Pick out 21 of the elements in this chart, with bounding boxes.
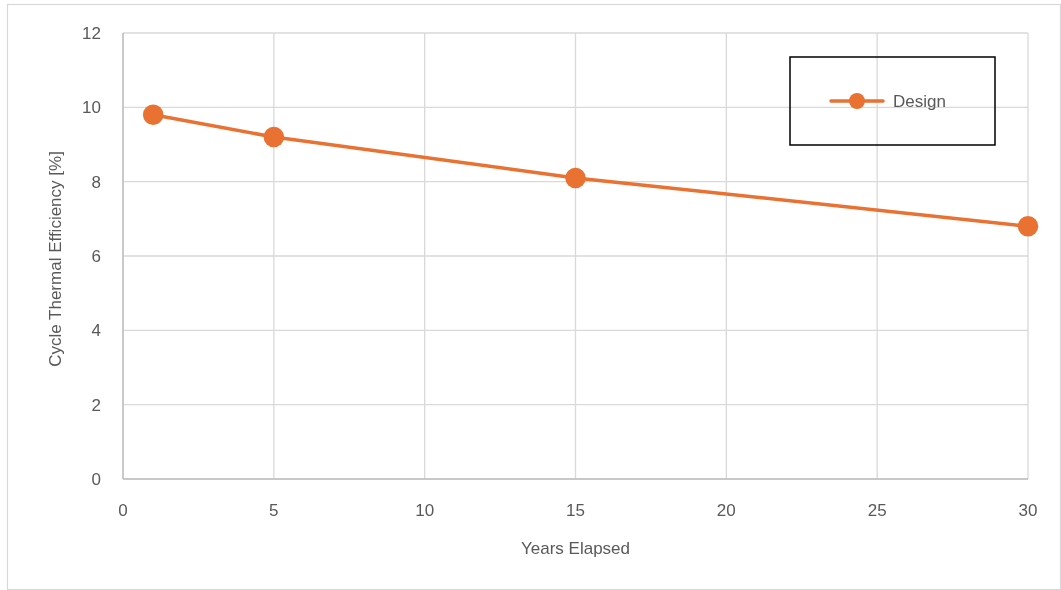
y-axis-title: Cycle Thermal Efficiency [%]: [46, 151, 65, 367]
point: [1017, 216, 1039, 237]
y-tick-label: 8: [91, 172, 101, 192]
x-tick-label: 5: [269, 501, 279, 520]
x-tick-label: 0: [118, 501, 128, 520]
legend-label: Design: [893, 91, 946, 111]
x-axis-title: Years Elapsed: [520, 539, 631, 558]
x-tick-label: 25: [867, 501, 887, 520]
point: [565, 167, 586, 189]
x-tick-label: 10: [415, 501, 435, 520]
y-tick-label: 10: [82, 98, 101, 118]
y-tick-label: 4: [91, 321, 101, 341]
x-tick-label: 30: [1018, 501, 1038, 520]
point: [263, 126, 285, 148]
point: [142, 104, 164, 125]
x-tick-label: 20: [716, 501, 736, 520]
y-tick-label: 6: [91, 246, 101, 266]
x-tick-label: 15: [566, 501, 585, 520]
y-tick-label: 2: [91, 395, 101, 415]
y-tick-label: 12: [82, 23, 101, 43]
y-tick-label: 0: [91, 469, 101, 489]
